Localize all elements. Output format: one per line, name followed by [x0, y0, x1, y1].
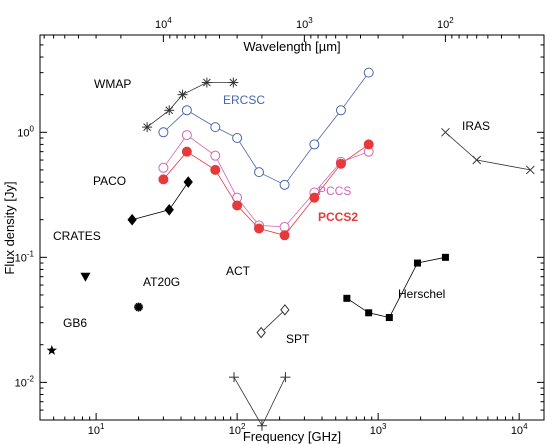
- ercsc-point: [335, 105, 346, 116]
- spt-line: [233, 377, 286, 427]
- pccs-point: [210, 150, 221, 161]
- ercsc-point: [279, 179, 290, 190]
- pccs2-point: [279, 230, 290, 241]
- pccs2-point: [254, 223, 265, 234]
- act-point: [280, 304, 290, 316]
- ercsc-point: [181, 105, 192, 116]
- crates-point: [80, 272, 91, 282]
- top-axis-title: Wavelength [µm]: [243, 39, 340, 54]
- wmap-line: [146, 82, 234, 128]
- pccs2-point: [181, 146, 192, 157]
- top-tick-label: 103: [296, 16, 313, 31]
- crates-label: CRATES: [53, 229, 101, 243]
- wmap-point: [164, 105, 175, 116]
- act-line: [260, 309, 286, 333]
- spt-point: [256, 420, 267, 431]
- wmap-point: [142, 122, 153, 133]
- act-label: ACT: [226, 264, 251, 278]
- pccs2-point: [335, 158, 346, 169]
- paco-point: [127, 213, 137, 226]
- ticks-layer: 101 102 103 104 10-2 10-1 100 104 103 102: [15, 16, 545, 437]
- y-axis-title: Flux density [Jy]: [2, 181, 17, 274]
- x-tick-label: 101: [88, 422, 105, 437]
- herschel-point: [413, 259, 421, 267]
- iras-label: IRAS: [462, 119, 490, 133]
- ercsc-point: [158, 127, 169, 138]
- x-tick-label: 103: [370, 422, 387, 437]
- act-point: [256, 326, 266, 339]
- series-layer: [46, 67, 535, 431]
- herschel-point: [441, 253, 449, 261]
- wmap-point: [201, 77, 212, 88]
- top-tick-label: 104: [155, 16, 172, 31]
- top-tick-label: 102: [437, 16, 454, 31]
- iras-point: [472, 155, 482, 165]
- herschel-point: [343, 294, 351, 302]
- pccs-point: [158, 162, 169, 173]
- pccs2-point: [363, 139, 374, 150]
- pccs2-point: [309, 192, 320, 203]
- labels-layer: WMAP ERCSC PCCS PCCS2 PACO CRATES AT20G GB6 ACT S…: [53, 77, 490, 346]
- y-tick-label: 10-1: [15, 249, 35, 264]
- x-tick-label: 104: [511, 422, 528, 437]
- iras-line: [445, 132, 531, 171]
- y-tick-label: 10-2: [15, 374, 35, 389]
- ercsc-point: [254, 167, 265, 178]
- at20g-point: [134, 302, 144, 312]
- iras-point: [525, 165, 535, 175]
- herschel-point: [365, 309, 373, 317]
- gb6-point: [46, 344, 58, 355]
- herschel-point: [385, 314, 393, 322]
- ercsc-point: [210, 122, 221, 133]
- paco-point: [164, 203, 174, 216]
- ercsc-label: ERCSC: [223, 93, 265, 107]
- pccs2-point: [232, 200, 243, 211]
- gb6-label: GB6: [63, 316, 87, 330]
- ercsc-point: [309, 139, 320, 150]
- pccs-point: [181, 130, 192, 141]
- herschel-label: Herschel: [398, 287, 445, 301]
- x-tick-label: 102: [229, 422, 246, 437]
- paco-point: [183, 176, 193, 188]
- pccs2-label: PCCS2: [318, 210, 358, 224]
- pccs2-point: [210, 164, 221, 175]
- wmap-point: [228, 77, 239, 88]
- pccs-point: [279, 221, 290, 232]
- iras-point: [441, 127, 450, 137]
- paco-label: PACO: [93, 174, 126, 188]
- x-axis-title: Frequency [GHz]: [243, 429, 341, 444]
- wmap-point: [177, 89, 188, 100]
- spt-label: SPT: [286, 332, 310, 346]
- wmap-label: WMAP: [94, 77, 131, 91]
- at20g-label: AT20G: [143, 275, 180, 289]
- spt-point: [228, 372, 239, 383]
- pccs-label: PCCS: [318, 184, 351, 198]
- pccs2-point: [158, 174, 169, 185]
- ercsc-point: [363, 67, 374, 78]
- y-tick-label: 100: [17, 124, 34, 139]
- ercsc-point: [232, 133, 243, 144]
- plot-frame: [39, 34, 545, 421]
- paco-line: [131, 181, 189, 221]
- spt-point: [280, 372, 291, 383]
